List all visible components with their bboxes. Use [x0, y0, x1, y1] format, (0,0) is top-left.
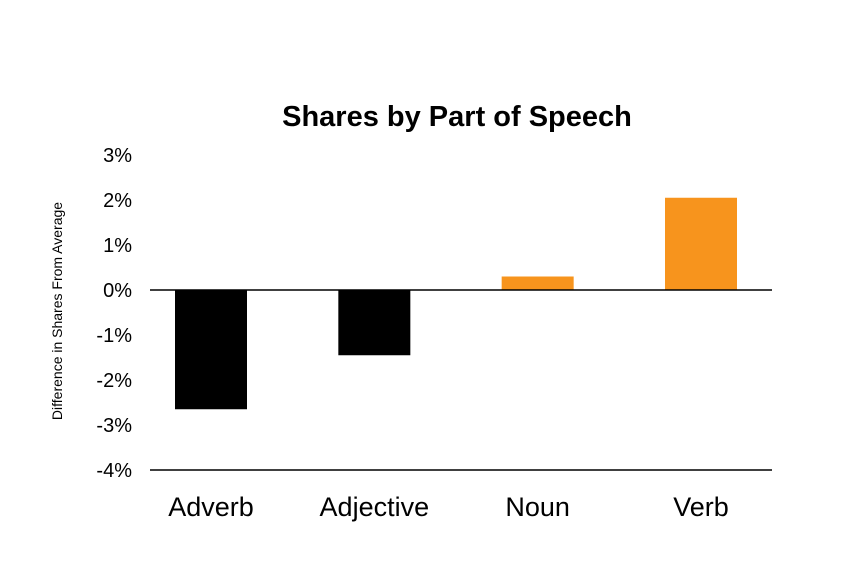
category-label-adjective: Adjective	[320, 492, 430, 522]
y-tick-label--1-: -1%	[96, 325, 132, 347]
category-labels: Adverb Adjective Noun Verb	[168, 492, 729, 522]
category-label-adverb: Adverb	[168, 492, 254, 522]
y-tick-label--4-: -4%	[96, 460, 132, 482]
y-tick-label--2-: -2%	[96, 370, 132, 392]
bar-adverb	[175, 290, 247, 410]
y-tick-label-1-: 1%	[103, 235, 132, 257]
chart-title: Shares by Part of Speech	[282, 101, 632, 133]
y-axis-label: Difference in Shares From Average	[49, 202, 65, 420]
y-tick-label--3-: -3%	[96, 415, 132, 437]
category-label-noun: Noun	[505, 492, 570, 522]
bar-verb	[665, 197, 737, 290]
bar-noun	[501, 276, 574, 290]
bar-adjective	[338, 290, 411, 356]
bars	[175, 197, 737, 410]
y-tick-labels: 3% 2% 1% 0% -1% -2% -3% -4%	[96, 145, 132, 482]
y-tick-label-3-: 3%	[103, 145, 132, 167]
y-tick-label-2-: 2%	[103, 190, 132, 212]
y-tick-label-0-: 0%	[103, 280, 132, 302]
category-label-verb: Verb	[673, 492, 729, 522]
